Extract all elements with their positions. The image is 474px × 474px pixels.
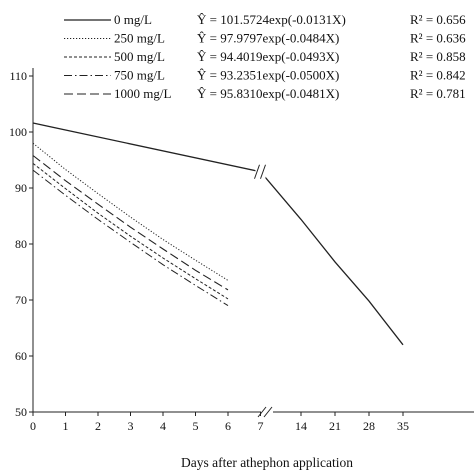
y-tick-label: 60	[15, 349, 27, 363]
legend-r2: R² = 0.858	[410, 49, 466, 64]
legend-label: 250 mg/L	[114, 31, 165, 46]
plot-area: 50 60 70 80 90 100 110 0 1 2 3 4 5 6 7 14 21 28 35	[9, 68, 474, 433]
y-tick-label: 70	[15, 293, 27, 307]
legend-label: 0 mg/L	[114, 12, 152, 27]
x-tick-label: 21	[329, 419, 341, 433]
legend-label: 1000 mg/L	[114, 86, 171, 101]
series-line	[32, 155, 229, 291]
x-axis-break-mark	[257, 406, 267, 418]
x-tick-label: 1	[63, 419, 69, 433]
series-line	[32, 163, 229, 300]
legend-equation: Ŷ = 97.9797exp(-0.0484X)	[197, 31, 339, 46]
legend-label: 750 mg/L	[114, 68, 165, 83]
legend-r2: R² = 0.636	[410, 31, 466, 46]
x-tick-label: 7	[258, 419, 264, 433]
x-tick-label: 28	[363, 419, 375, 433]
legend-entry: 0 mg/L Ŷ = 101.5724exp(-0.0131X) R² = 0.65…	[64, 12, 466, 27]
x-tick-label: 4	[160, 419, 166, 433]
x-tick-label: 5	[193, 419, 199, 433]
legend-entry: 750 mg/L Ŷ = 93.2351exp(-0.0500X) R² = 0.8…	[64, 68, 466, 83]
legend-equation: Ŷ = 95.8310exp(-0.0481X)	[197, 86, 339, 101]
legend-entry: 250 mg/L Ŷ = 97.9797exp(-0.0484X) R² = 0.6…	[64, 31, 466, 46]
y-tick-label: 50	[15, 405, 27, 419]
x-axis-break-mark	[263, 406, 273, 418]
legend: 0 mg/L Ŷ = 101.5724exp(-0.0131X) R² = 0.65…	[64, 12, 466, 101]
x-axis-title: Days after athephon application	[181, 455, 353, 470]
legend-r2: R² = 0.842	[410, 68, 466, 83]
legend-entry: 1000 mg/L Ŷ = 95.8310exp(-0.0481X) R² = 0.…	[64, 86, 466, 101]
legend-equation: Ŷ = 93.2351exp(-0.0500X)	[197, 68, 339, 83]
x-tick-label: 0	[30, 419, 36, 433]
legend-r2: R² = 0.656	[410, 12, 466, 27]
legend-equation: Ŷ = 94.4019exp(-0.0493X)	[197, 49, 339, 64]
legend-r2: R² = 0.781	[410, 86, 466, 101]
series-line	[32, 122, 404, 346]
series-line	[32, 142, 229, 281]
legend-label: 500 mg/L	[114, 49, 165, 64]
x-tick-label: 35	[397, 419, 409, 433]
x-tick-label: 6	[225, 419, 231, 433]
x-tick-label: 14	[295, 419, 307, 433]
y-tick-label: 110	[9, 69, 27, 83]
series-break-mark	[254, 163, 266, 180]
y-tick-label: 90	[15, 181, 27, 195]
x-tick-label: 3	[128, 419, 134, 433]
legend-equation: Ŷ = 101.5724exp(-0.0131X)	[197, 12, 346, 27]
legend-entry: 500 mg/L Ŷ = 94.4019exp(-0.0493X) R² = 0.8…	[64, 49, 466, 64]
series-layer	[32, 122, 404, 346]
y-tick-label: 100	[9, 125, 27, 139]
x-tick-label: 2	[95, 419, 101, 433]
y-tick-label: 80	[15, 237, 27, 251]
series-line	[32, 169, 229, 307]
